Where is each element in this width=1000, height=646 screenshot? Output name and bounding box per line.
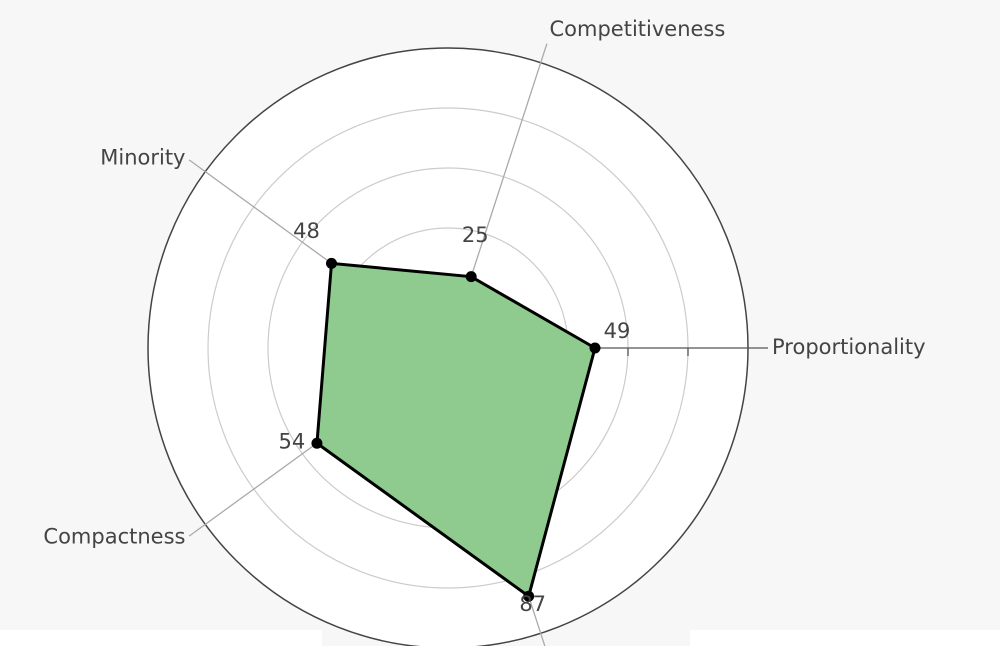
radar-point bbox=[326, 257, 338, 269]
category-label: Compactness bbox=[43, 524, 185, 548]
category-label: Competitiveness bbox=[550, 17, 726, 41]
radar-point bbox=[465, 271, 477, 283]
category-label: Proportionality bbox=[772, 335, 926, 359]
value-label: 87 bbox=[519, 592, 546, 616]
radar-point bbox=[523, 590, 535, 602]
radar-point bbox=[589, 342, 601, 354]
value-label: 25 bbox=[462, 223, 489, 247]
panel bbox=[690, 630, 1000, 646]
panel bbox=[0, 630, 322, 646]
category-label: Minority bbox=[100, 146, 185, 170]
value-label: 54 bbox=[279, 430, 306, 454]
radar-area bbox=[315, 261, 597, 599]
value-label: 48 bbox=[293, 219, 320, 243]
radar-point bbox=[311, 437, 323, 449]
value-label: 49 bbox=[604, 319, 631, 343]
